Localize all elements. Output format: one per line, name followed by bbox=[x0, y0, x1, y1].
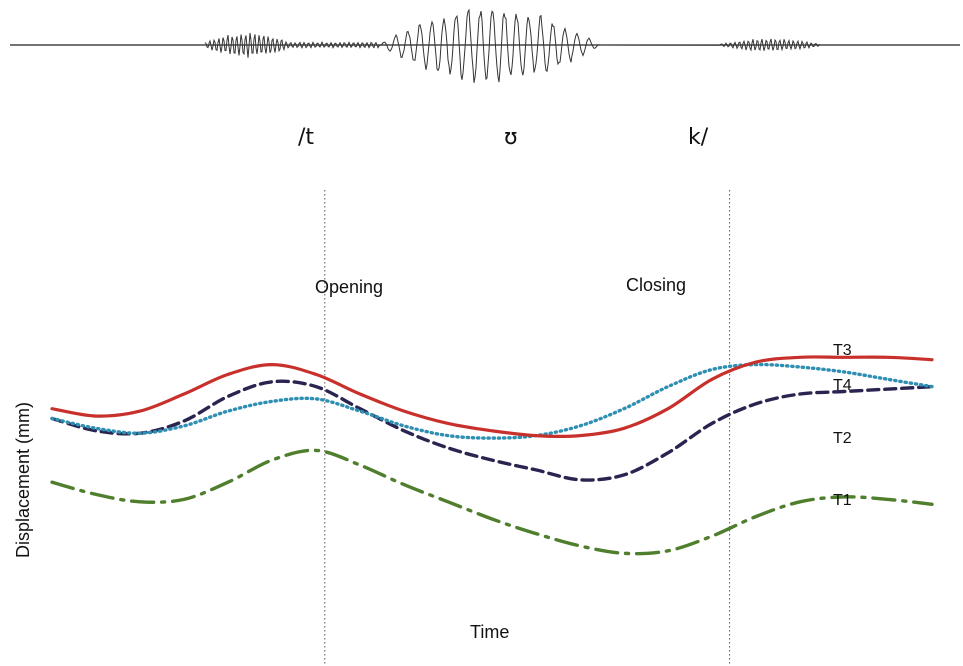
series-line-t2 bbox=[50, 379, 934, 482]
series-line-t3 bbox=[50, 355, 934, 439]
phoneme-label-1: /t bbox=[298, 125, 314, 150]
series-label-t3: T3 bbox=[833, 342, 852, 359]
phoneme-label-2: ʊ bbox=[504, 125, 518, 150]
x-axis-label: Time bbox=[470, 622, 509, 642]
closing-label: Closing bbox=[626, 275, 686, 295]
waveform-signal bbox=[204, 8, 821, 83]
y-axis-label: Displacement (mm) bbox=[13, 402, 33, 558]
series-label-t4: T4 bbox=[833, 377, 852, 394]
phoneme-label-3: k/ bbox=[688, 125, 709, 150]
acoustic-waveform bbox=[10, 8, 960, 83]
opening-label: Opening bbox=[315, 277, 383, 297]
series-line-t4 bbox=[50, 362, 934, 440]
series-line-t1 bbox=[50, 448, 934, 556]
series-label-t2: T2 bbox=[833, 430, 852, 447]
series-label-t1: T1 bbox=[833, 492, 852, 509]
